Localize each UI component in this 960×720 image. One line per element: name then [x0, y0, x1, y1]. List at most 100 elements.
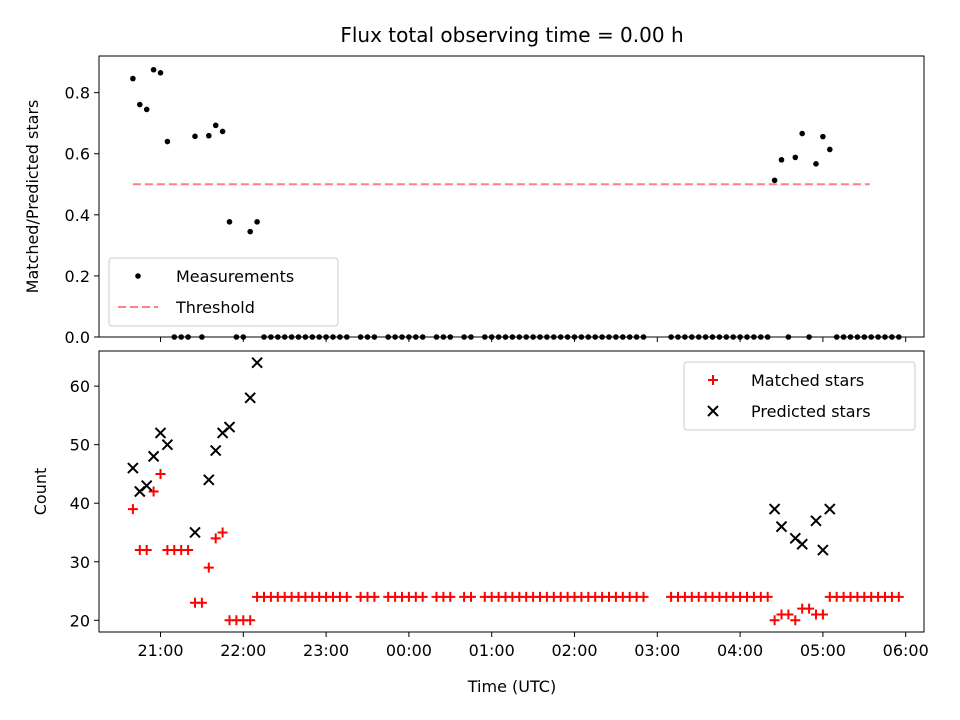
- y-tick-label: 0.6: [65, 145, 90, 164]
- measurement-point: [461, 334, 467, 340]
- measurement-point: [530, 334, 536, 340]
- measurement-point: [185, 334, 191, 340]
- predicted-star-point: [768, 503, 781, 515]
- measurement-point: [212, 122, 219, 129]
- y-tick-label: 50: [70, 436, 90, 455]
- measurement-point: [778, 157, 785, 163]
- measurement-point: [495, 334, 502, 340]
- y-tick-label: 20: [70, 611, 90, 630]
- matched-star-point: [148, 486, 159, 497]
- matched-star-point: [790, 615, 801, 626]
- measurement-point: [806, 334, 812, 340]
- measurement-point: [143, 106, 150, 113]
- matched-star-point: [893, 591, 904, 602]
- predicted-star-point: [140, 479, 153, 492]
- measurement-point: [344, 334, 350, 340]
- measurement-point: [164, 138, 171, 145]
- measurement-point: [585, 334, 592, 340]
- measurement-point: [171, 334, 178, 340]
- matched-star-point: [369, 591, 380, 602]
- measurement-point: [137, 101, 143, 108]
- measurement-point: [813, 161, 819, 167]
- y-tick-label: 0.0: [65, 328, 90, 347]
- measurement-point: [868, 334, 874, 340]
- measurement-point: [799, 130, 805, 137]
- x-tick-label: 06:00: [883, 641, 929, 660]
- plot-area: [130, 66, 902, 340]
- measurement-point: [764, 334, 771, 340]
- matched-star-point: [210, 533, 221, 544]
- measurement-point: [875, 334, 881, 340]
- predicted-star-point: [209, 444, 222, 457]
- x-axis-label: Time (UTC): [467, 677, 556, 696]
- measurement-point: [516, 334, 523, 340]
- legend: Measurements Threshold: [108, 257, 339, 327]
- measurement-point: [254, 219, 260, 225]
- x-tick-label: 23:00: [303, 641, 349, 660]
- measurement-point: [385, 334, 392, 340]
- measurement-point: [150, 66, 157, 73]
- predicted-star-point: [796, 538, 808, 550]
- predicted-star-point: [817, 544, 829, 556]
- matched-star-point: [466, 591, 476, 602]
- measurement-point: [620, 334, 626, 340]
- x-tick-label: 22:00: [220, 641, 266, 660]
- measurement-point: [861, 334, 868, 340]
- y-tick-label: 30: [70, 553, 90, 572]
- measurement-point: [357, 334, 364, 340]
- measurement-point: [406, 334, 412, 340]
- measurement-point: [316, 334, 323, 340]
- measurement-point: [364, 334, 371, 340]
- measurement-point: [261, 334, 267, 340]
- count-panel: 21:00 22:00 23:00 00:00 01:00 02:00 03:00 04:00…: [31, 350, 929, 660]
- measurement-point: [392, 334, 398, 340]
- measurement-point: [833, 334, 840, 340]
- legend-label: Measurements: [176, 267, 294, 286]
- predicted-star-point: [775, 520, 788, 533]
- measurement-point: [330, 334, 336, 340]
- measurement-point: [551, 334, 557, 340]
- figure-title: Flux total observing time = 0.00 h: [340, 23, 683, 47]
- ratio-panel: 0.0 0.2 0.4 0.6 0.8 Matched/Predicted stars Me…: [23, 55, 925, 347]
- measurement-point: [233, 334, 240, 340]
- matched-star-point: [203, 562, 214, 573]
- measurement-point: [571, 334, 578, 340]
- y-axis-label: Count: [31, 468, 50, 516]
- legend-label: Matched stars: [751, 371, 864, 390]
- x-tick-label: 21:00: [137, 641, 183, 660]
- measurement-point: [433, 334, 440, 340]
- predicted-star-point: [244, 392, 256, 404]
- measurement-point: [606, 334, 612, 340]
- measurement-point: [488, 334, 495, 340]
- measurement-point: [288, 334, 295, 340]
- matched-star-point: [804, 603, 815, 614]
- measurement-point: [854, 334, 861, 340]
- measurement-point: [247, 228, 253, 235]
- measurement-point: [537, 334, 543, 340]
- measurement-point: [847, 334, 854, 340]
- measurement-point: [240, 334, 247, 340]
- matched-star-point: [183, 545, 194, 556]
- measurement-point: [557, 334, 564, 340]
- measurement-point: [440, 334, 447, 340]
- legend-swatch: [708, 375, 718, 385]
- matched-star-point: [141, 545, 152, 556]
- measurement-point: [509, 334, 516, 340]
- y-tick-label: 60: [70, 377, 90, 396]
- predicted-star-point: [810, 515, 822, 527]
- legend-swatch: [135, 273, 141, 279]
- y-axis-label: Matched/Predicted stars: [23, 100, 42, 294]
- matched-star-point: [762, 591, 773, 602]
- matched-star-point: [783, 609, 794, 620]
- measurement-point: [675, 334, 681, 340]
- measurement-point: [613, 334, 619, 340]
- y-tick-label: 0.2: [65, 267, 90, 286]
- measurement-point: [633, 334, 640, 340]
- matched-star-point: [217, 527, 228, 538]
- measurement-point: [268, 334, 274, 340]
- measurement-point: [771, 177, 778, 184]
- matched-star-point: [638, 591, 649, 602]
- measurement-point: [371, 334, 378, 340]
- predicted-star-point: [161, 438, 174, 451]
